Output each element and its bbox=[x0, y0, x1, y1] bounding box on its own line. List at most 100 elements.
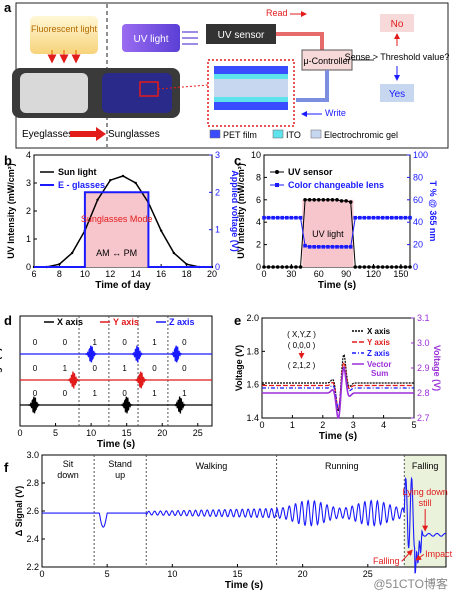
x-tick-label: 10 bbox=[86, 428, 96, 438]
x-tick-label: 5 bbox=[105, 569, 110, 579]
lens-point bbox=[294, 215, 298, 220]
bit-label: 1 bbox=[122, 364, 127, 373]
y-tick-label: 1.6 bbox=[246, 380, 259, 390]
lens-point bbox=[399, 215, 403, 220]
x-tick-label: 4 bbox=[381, 420, 386, 430]
series-x-axis bbox=[20, 396, 212, 414]
y-tick-label: 4 bbox=[26, 150, 31, 160]
y2-tick-label: 0 bbox=[215, 262, 220, 272]
legend-label: Z axis bbox=[169, 317, 195, 327]
uv-sensor-point bbox=[339, 199, 344, 203]
y-tick-label: 1.4 bbox=[246, 413, 259, 423]
bit-label: 1 bbox=[152, 338, 157, 347]
annot-result: ( 2,1,2 ) bbox=[288, 361, 316, 370]
sun-light-point bbox=[121, 174, 125, 178]
bit-label: 1 bbox=[152, 389, 157, 398]
panel-f: f 0 5 10 15 20 25 2.2 2.4 2.6 2.8 3.0 Time (s) Δ Sign… bbox=[4, 450, 453, 591]
bit-label: 0 bbox=[93, 364, 98, 373]
x-tick-label: 18 bbox=[182, 269, 192, 279]
transition-arrow-head bbox=[96, 127, 106, 141]
series-z-axis bbox=[262, 366, 414, 410]
lens-point bbox=[271, 215, 275, 220]
x-tick-label: 6 bbox=[31, 269, 36, 279]
y-tick-label: 10 bbox=[251, 150, 261, 160]
x-tick-label: 15 bbox=[232, 569, 242, 579]
panel-letter: d bbox=[4, 313, 12, 328]
legend-label: Y axis bbox=[367, 338, 391, 347]
bit-label: 0 bbox=[182, 338, 187, 347]
y2-tick-label: 100 bbox=[413, 150, 428, 160]
y2-tick-label: 2.7 bbox=[417, 413, 430, 423]
uv-sensor-point bbox=[321, 198, 326, 202]
bit-label: 0 bbox=[33, 364, 38, 373]
lens-point bbox=[371, 215, 376, 220]
y-tick-label: 2 bbox=[256, 240, 261, 250]
lens-point bbox=[266, 215, 271, 220]
x-tick-label: 3 bbox=[351, 420, 356, 430]
x-tick-label: 60 bbox=[314, 269, 324, 279]
legend-label: PET film bbox=[223, 130, 257, 140]
x-tick-label: 14 bbox=[131, 269, 141, 279]
segment-label: up bbox=[115, 470, 125, 480]
x-tick-label: 8 bbox=[57, 269, 62, 279]
y2-axis-label: Voltage (V) bbox=[432, 345, 442, 391]
uv-light-label: UV light bbox=[133, 34, 168, 45]
lying-label-2: still bbox=[419, 498, 432, 508]
read-path bbox=[276, 32, 324, 50]
transition-arrow-body bbox=[70, 131, 96, 137]
bit-label: 0 bbox=[63, 338, 68, 347]
uv-sensor-point bbox=[408, 265, 412, 269]
lens-point bbox=[408, 215, 412, 220]
legend-label: Vector bbox=[367, 360, 391, 369]
x-tick-label: 16 bbox=[156, 269, 166, 279]
uv-sensor-point bbox=[367, 265, 371, 269]
lens-point bbox=[389, 215, 394, 220]
legend-label: Electrochromic gel bbox=[324, 130, 398, 140]
lens-point bbox=[330, 245, 335, 249]
y-tick-label: 2.0 bbox=[246, 313, 259, 323]
y2-tick-label: 60 bbox=[413, 195, 423, 205]
y2-tick-label: 80 bbox=[413, 172, 423, 182]
lens-point bbox=[275, 215, 280, 220]
uv-sensor-point bbox=[394, 265, 399, 269]
uv-sensor-point bbox=[362, 265, 367, 269]
panel-letter: f bbox=[4, 460, 9, 475]
legend-swatch bbox=[209, 129, 221, 139]
y-tick-label: 1 bbox=[26, 234, 31, 244]
x-axis-label: Time of day bbox=[95, 280, 151, 291]
uv-sensor-label: UV sensor bbox=[218, 30, 265, 41]
uv-sensor-point bbox=[403, 265, 408, 269]
y-tick-label: 2.8 bbox=[26, 478, 39, 488]
legend-swatch bbox=[310, 129, 322, 139]
y-tick-label: 8 bbox=[256, 172, 261, 182]
bit-label: 0 bbox=[122, 389, 127, 398]
y-tick-label: 2.2 bbox=[26, 562, 39, 572]
uv-sensor-point bbox=[344, 199, 348, 203]
lens-point bbox=[367, 215, 371, 220]
eyeglasses-label: Eyeglasses bbox=[22, 129, 73, 140]
bit-label: 0 bbox=[152, 364, 157, 373]
x-tick-label: 10 bbox=[80, 269, 90, 279]
uv-sensor-point bbox=[316, 198, 321, 202]
legend-label: Color changeable lens bbox=[288, 180, 384, 190]
x-tick-label: 30 bbox=[286, 269, 296, 279]
legend-label: E - glasses bbox=[58, 180, 105, 190]
lens-point bbox=[312, 245, 316, 249]
x-tick-label: 12 bbox=[105, 269, 115, 279]
uv-sensor-point bbox=[275, 265, 280, 269]
lens-point bbox=[394, 215, 399, 220]
lens-point bbox=[344, 245, 348, 249]
sunglasses-label: Sunglasses bbox=[108, 129, 160, 140]
lens-point bbox=[385, 215, 389, 220]
legend-marker bbox=[275, 170, 279, 174]
lens-point bbox=[307, 245, 312, 249]
y2-axis-label: Applied voltage (V) bbox=[230, 170, 240, 252]
eyeglasses-icon bbox=[12, 68, 180, 118]
y-axis-label: Voltage (V) bbox=[234, 345, 244, 391]
write-path bbox=[296, 70, 329, 102]
y2-tick-label: 3 bbox=[215, 150, 220, 160]
sun-light-point bbox=[96, 198, 99, 201]
lens-point bbox=[298, 215, 303, 220]
